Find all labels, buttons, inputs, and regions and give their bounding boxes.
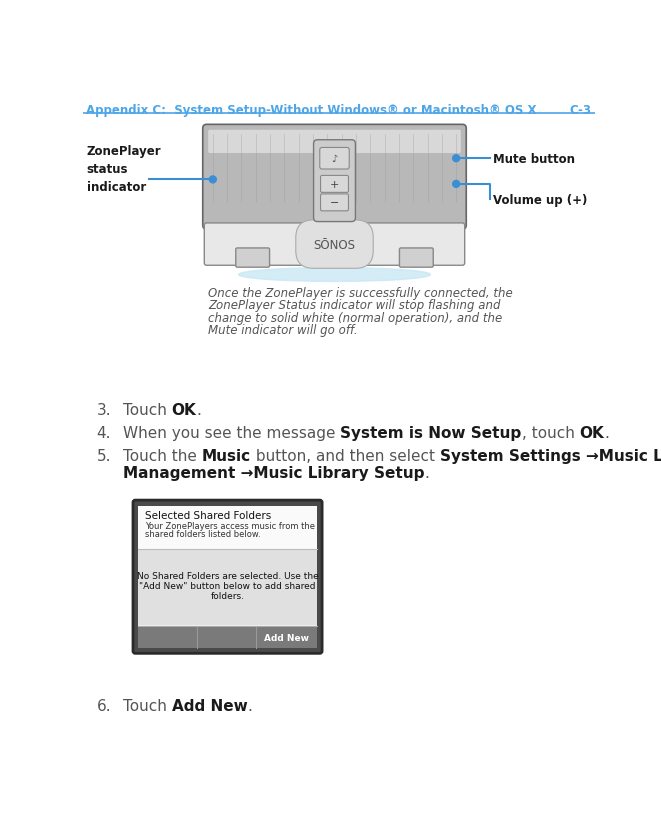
FancyBboxPatch shape <box>133 500 322 654</box>
Text: No Shared Folders are selected. Use the: No Shared Folders are selected. Use the <box>137 572 319 580</box>
Text: Add New: Add New <box>172 698 247 713</box>
Text: Touch: Touch <box>123 402 172 417</box>
Text: ZonePlayer
status
indicator: ZonePlayer status indicator <box>87 144 161 193</box>
Bar <box>138 627 317 648</box>
Bar <box>138 506 317 550</box>
Text: Music: Music <box>202 448 251 464</box>
Text: −: − <box>330 198 339 208</box>
Text: OK: OK <box>579 425 604 440</box>
Text: .: . <box>604 425 609 440</box>
Ellipse shape <box>239 269 430 282</box>
Text: Appendix C:  System Setup-Without Windows® or Macintosh® OS X: Appendix C: System Setup-Without Windows… <box>87 104 537 116</box>
Text: .: . <box>247 698 253 713</box>
FancyBboxPatch shape <box>399 249 433 268</box>
Text: System is Now Setup: System is Now Setup <box>340 425 522 440</box>
Text: SŌNOS: SŌNOS <box>313 238 356 251</box>
Circle shape <box>453 156 459 162</box>
Circle shape <box>210 177 216 183</box>
Text: button, and then select: button, and then select <box>251 448 440 464</box>
Text: change to solid white (normal operation), and the: change to solid white (normal operation)… <box>208 311 502 324</box>
Text: Volume up (+): Volume up (+) <box>493 193 588 206</box>
FancyBboxPatch shape <box>321 176 348 193</box>
Text: Selected Shared Folders: Selected Shared Folders <box>145 510 271 521</box>
Text: 5.: 5. <box>97 448 111 464</box>
Text: When you see the message: When you see the message <box>123 425 340 440</box>
Text: Your ZonePlayers access music from the: Your ZonePlayers access music from the <box>145 521 315 530</box>
Text: +: + <box>330 179 339 190</box>
FancyBboxPatch shape <box>320 148 349 170</box>
Text: Mute button: Mute button <box>493 152 575 165</box>
Bar <box>138 506 317 648</box>
Text: 4.: 4. <box>97 425 111 440</box>
FancyBboxPatch shape <box>203 125 466 230</box>
FancyBboxPatch shape <box>236 249 270 268</box>
Text: System Settings →Music Library: System Settings →Music Library <box>440 448 661 464</box>
Text: Add New: Add New <box>264 633 309 642</box>
Text: Mute indicator will go off.: Mute indicator will go off. <box>208 324 358 337</box>
Text: ZonePlayer Status indicator will stop flashing and: ZonePlayer Status indicator will stop fl… <box>208 299 500 312</box>
Text: Touch the: Touch the <box>123 448 202 464</box>
Text: .: . <box>196 402 202 417</box>
FancyBboxPatch shape <box>208 130 461 154</box>
Text: 3.: 3. <box>97 402 111 417</box>
Text: .: . <box>424 465 429 480</box>
Text: Once the ZonePlayer is successfully connected, the: Once the ZonePlayer is successfully conn… <box>208 287 513 300</box>
Text: Touch: Touch <box>123 698 172 713</box>
Text: ♪: ♪ <box>331 154 338 164</box>
FancyBboxPatch shape <box>313 141 356 222</box>
FancyBboxPatch shape <box>321 195 348 211</box>
Text: 6.: 6. <box>97 698 111 713</box>
Circle shape <box>453 181 459 188</box>
Text: C-3: C-3 <box>569 104 591 116</box>
Text: shared folders listed below.: shared folders listed below. <box>145 530 260 539</box>
Text: "Add New" button below to add shared: "Add New" button below to add shared <box>139 581 316 590</box>
Text: Management →Music Library Setup: Management →Music Library Setup <box>123 465 424 480</box>
Text: , touch: , touch <box>522 425 579 440</box>
FancyBboxPatch shape <box>204 224 465 266</box>
Text: folders.: folders. <box>211 591 245 600</box>
Text: OK: OK <box>172 402 196 417</box>
Bar <box>138 550 317 625</box>
